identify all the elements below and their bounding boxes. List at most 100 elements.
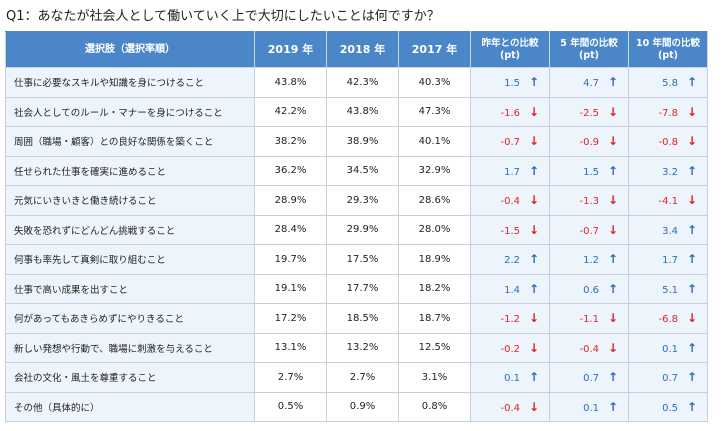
rate-2017: 40.1% — [398, 126, 471, 157]
rate-2019: 43.8% — [254, 67, 327, 98]
rate-2018: 34.5% — [326, 155, 399, 186]
rate-2018: 18.5% — [326, 303, 399, 334]
rate-2017: 18.7% — [398, 303, 471, 334]
rate-2019: 17.2% — [254, 303, 327, 334]
diff-value: -1.1 — [579, 314, 599, 326]
arrow-down-icon: ↓ — [687, 134, 698, 149]
diff-prev-year: -0.7 ↓ — [470, 126, 550, 157]
arrow-up-icon: ↑ — [687, 75, 698, 90]
rate-2017: 40.3% — [398, 67, 471, 98]
choice-label: 何があってもあきらめずにやりきること — [5, 303, 255, 334]
diff-value: 1.5 — [504, 78, 520, 90]
choice-label: 任せられた仕事を確実に進めること — [5, 155, 255, 186]
diff-prev-year: -1.2 ↓ — [470, 303, 550, 334]
choice-label: 仕事に必要なスキルや知識を身につけること — [5, 67, 255, 98]
arrow-up-icon: ↑ — [687, 222, 698, 237]
choice-label: 仕事で高い成果を出すこと — [5, 273, 255, 304]
diff-value: 0.7 — [662, 373, 678, 385]
rate-2017: 32.9% — [398, 155, 471, 186]
diff-5-years: -2.5 ↓ — [549, 96, 629, 127]
header-compare-10-years: 10 年間の比較 (pt) — [628, 31, 708, 68]
diff-value: -6.8 — [658, 314, 678, 326]
rate-2017: 28.0% — [398, 214, 471, 245]
table-row: 新しい発想や行動で、職場に刺激を与えること 13.1% 13.2% 12.5% -0.2… — [5, 332, 708, 363]
diff-5-years: 0.7 ↑ — [549, 362, 629, 393]
diff-value: 5.8 — [662, 78, 678, 90]
choice-label: その他（具体的に） — [5, 391, 255, 422]
diff-value: -1.3 — [579, 196, 599, 208]
diff-10-years: 0.1 ↑ — [628, 332, 708, 363]
arrow-down-icon: ↓ — [529, 340, 540, 355]
arrow-up-icon: ↑ — [608, 252, 619, 267]
arrow-down-icon: ↓ — [608, 311, 619, 326]
diff-10-years: 3.4 ↑ — [628, 214, 708, 245]
diff-5-years: -1.3 ↓ — [549, 185, 629, 216]
arrow-up-icon: ↑ — [608, 399, 619, 414]
diff-value: 1.7 — [504, 166, 520, 178]
diff-10-years: 1.7 ↑ — [628, 244, 708, 275]
arrow-down-icon: ↓ — [608, 104, 619, 119]
diff-value: -1.2 — [500, 314, 520, 326]
rate-2019: 19.7% — [254, 244, 327, 275]
rate-2017: 0.8% — [398, 391, 471, 422]
rate-2018: 38.9% — [326, 126, 399, 157]
diff-5-years: -1.1 ↓ — [549, 303, 629, 334]
rate-2019: 19.1% — [254, 273, 327, 304]
diff-value: -7.8 — [658, 107, 678, 119]
arrow-down-icon: ↓ — [687, 311, 698, 326]
rate-2019: 28.4% — [254, 214, 327, 245]
arrow-up-icon: ↑ — [529, 75, 540, 90]
diff-value: 0.7 — [583, 373, 599, 385]
diff-10-years: -0.8 ↓ — [628, 126, 708, 157]
header-choice: 選択肢（選択率順） — [5, 31, 255, 68]
arrow-up-icon: ↑ — [687, 399, 698, 414]
arrow-down-icon: ↓ — [529, 134, 540, 149]
diff-5-years: 1.5 ↑ — [549, 155, 629, 186]
diff-prev-year: -0.4 ↓ — [470, 185, 550, 216]
table-row: 元気にいきいきと働き続けること 28.9% 29.3% 28.6% -0.4 ↓ -1.3 ↓… — [5, 185, 708, 216]
rate-2018: 42.3% — [326, 67, 399, 98]
survey-body: 仕事に必要なスキルや知識を身につけること 43.8% 42.3% 40.3% 1.5 ↑ 4… — [5, 67, 708, 422]
diff-value: -0.7 — [579, 225, 599, 237]
header-compare-prev-year: 昨年との比較 (pt) — [470, 31, 550, 68]
arrow-down-icon: ↓ — [608, 222, 619, 237]
rate-2018: 17.7% — [326, 273, 399, 304]
diff-prev-year: 0.1 ↑ — [470, 362, 550, 393]
rate-2018: 0.9% — [326, 391, 399, 422]
rate-2017: 3.1% — [398, 362, 471, 393]
diff-prev-year: -1.6 ↓ — [470, 96, 550, 127]
arrow-up-icon: ↑ — [608, 281, 619, 296]
diff-10-years: 0.5 ↑ — [628, 391, 708, 422]
rate-2019: 28.9% — [254, 185, 327, 216]
choice-label: 何事も率先して真剣に取り組むこと — [5, 244, 255, 275]
arrow-up-icon: ↑ — [687, 281, 698, 296]
arrow-up-icon: ↑ — [608, 75, 619, 90]
header-compare-5-years: 5 年間の比較 (pt) — [549, 31, 629, 68]
table-row: 失敗を恐れずにどんどん挑戦すること 28.4% 29.9% 28.0% -1.5 ↓ -0.… — [5, 214, 708, 245]
diff-value: -0.8 — [658, 137, 678, 149]
diff-value: 1.5 — [583, 166, 599, 178]
diff-value: -0.2 — [500, 343, 520, 355]
rate-2019: 2.7% — [254, 362, 327, 393]
arrow-down-icon: ↓ — [529, 311, 540, 326]
arrow-down-icon: ↓ — [529, 399, 540, 414]
diff-value: 1.7 — [662, 255, 678, 267]
rate-2019: 0.5% — [254, 391, 327, 422]
choice-label: 社会人としてのルール・マナーを身につけること — [5, 96, 255, 127]
diff-value: 0.6 — [583, 284, 599, 296]
diff-value: 0.1 — [662, 343, 678, 355]
header-2018: 2018 年 — [326, 31, 399, 68]
header-compare-10-years-unit: (pt) — [657, 49, 679, 61]
diff-5-years: -0.4 ↓ — [549, 332, 629, 363]
diff-value: 3.4 — [662, 225, 678, 237]
diff-10-years: 0.7 ↑ — [628, 362, 708, 393]
diff-10-years: -4.1 ↓ — [628, 185, 708, 216]
rate-2019: 13.1% — [254, 332, 327, 363]
header-compare-prev-year-unit: (pt) — [499, 49, 521, 61]
rate-2017: 28.6% — [398, 185, 471, 216]
diff-5-years: 1.2 ↑ — [549, 244, 629, 275]
arrow-down-icon: ↓ — [529, 222, 540, 237]
choice-label: 新しい発想や行動で、職場に刺激を与えること — [5, 332, 255, 363]
choice-label: 会社の文化・風土を尊重すること — [5, 362, 255, 393]
rate-2017: 47.3% — [398, 96, 471, 127]
